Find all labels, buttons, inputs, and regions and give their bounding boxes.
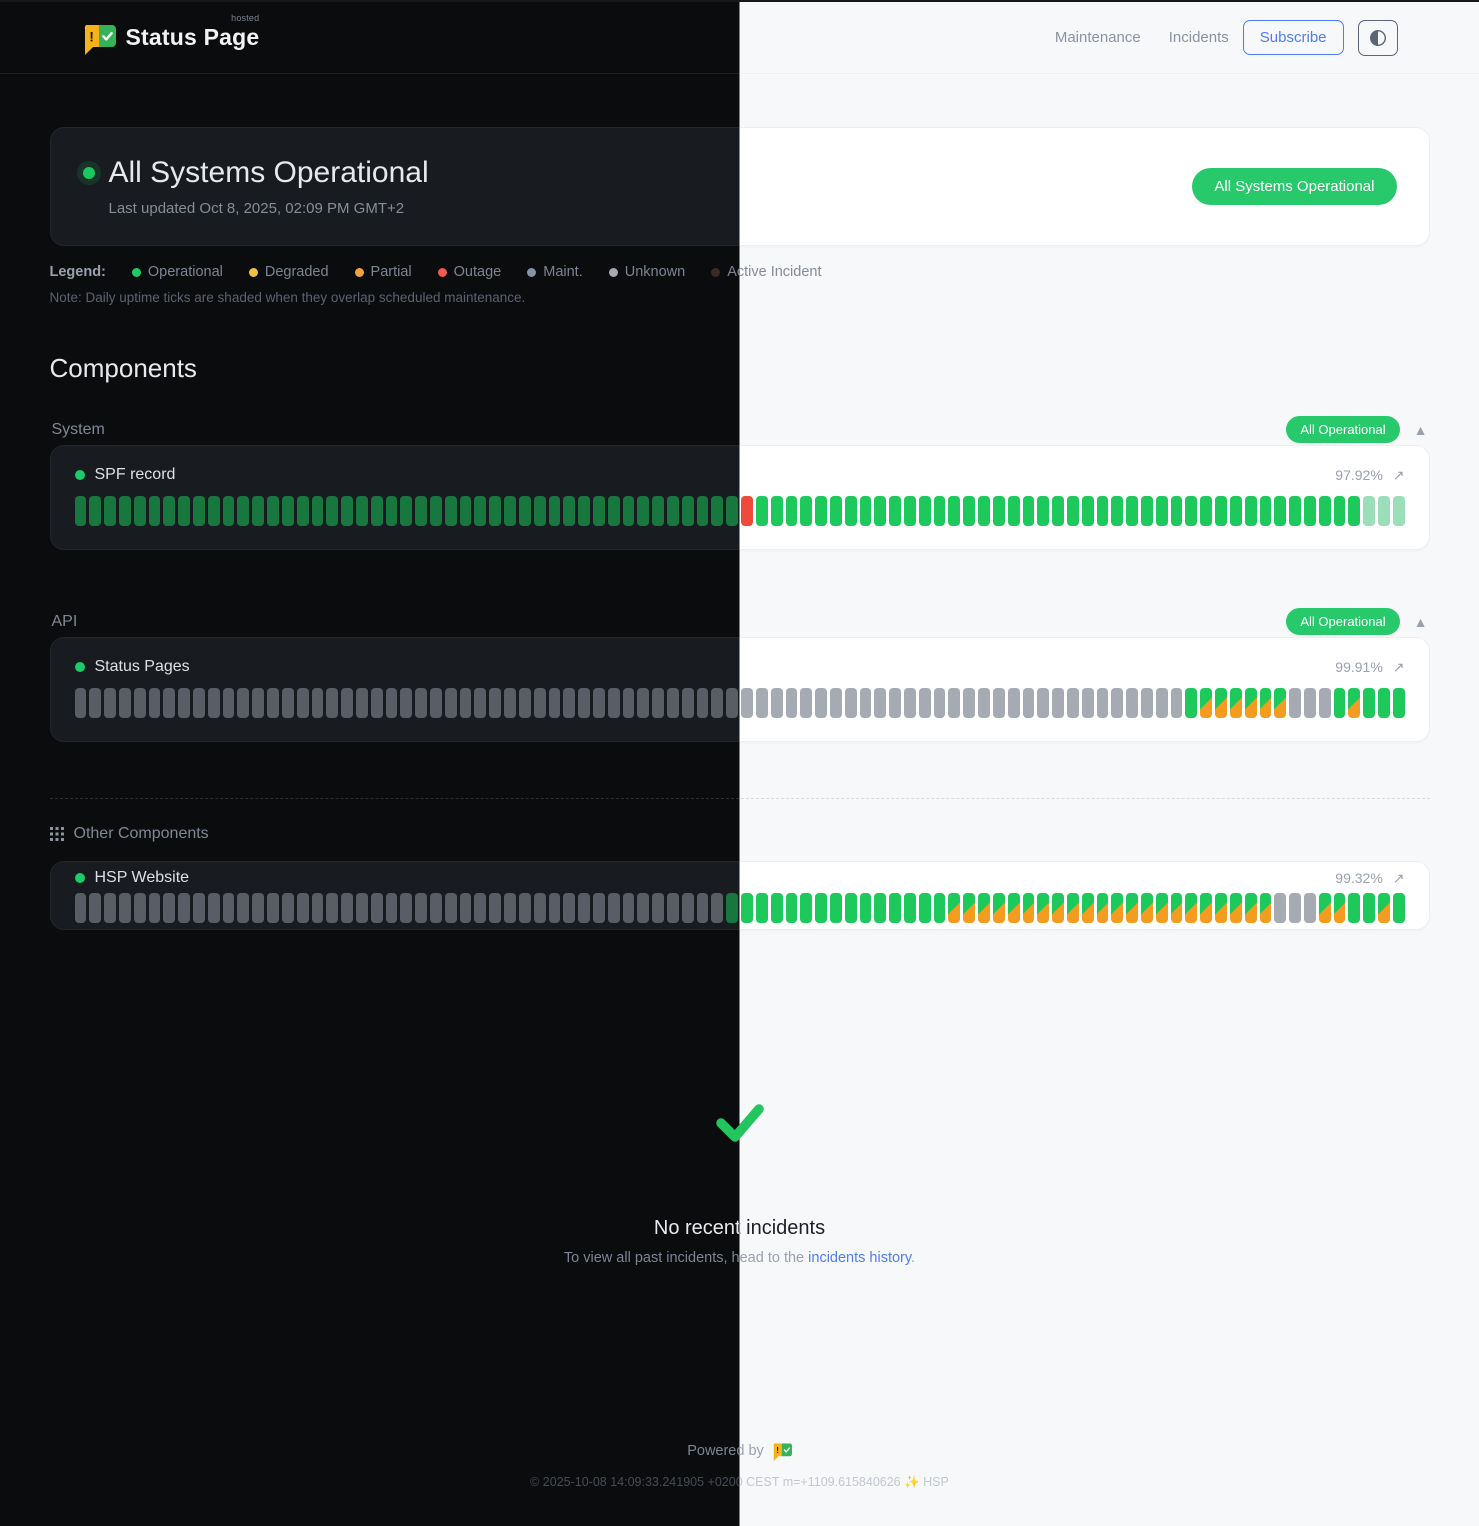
svg-text:!: ! — [776, 1446, 779, 1455]
svg-text:!: ! — [89, 28, 94, 44]
